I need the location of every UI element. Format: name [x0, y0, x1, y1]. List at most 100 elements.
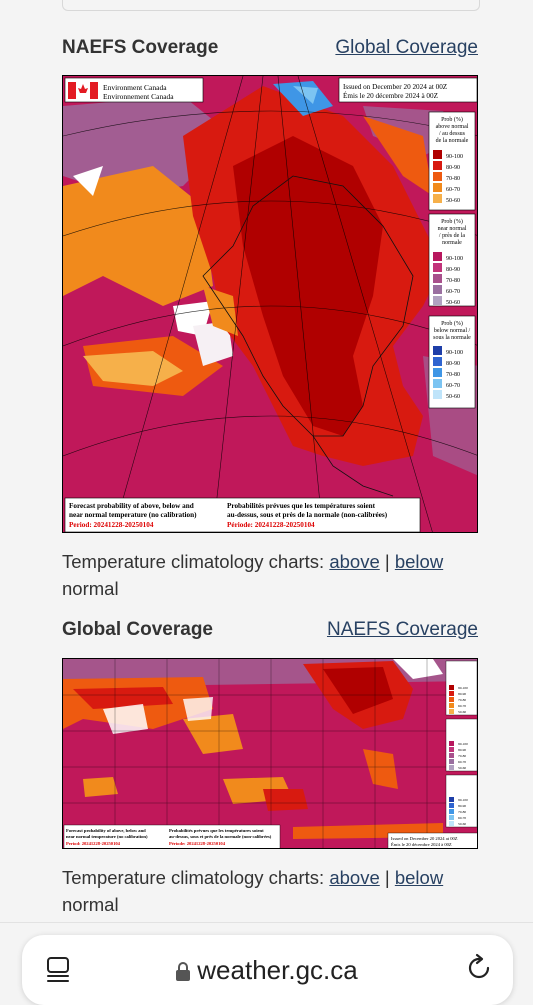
legend-above-title-3: / au dessus — [439, 131, 466, 137]
legend-above-range-label: 60-70 — [446, 187, 460, 193]
map-issued-en: Issued on December 20 2024 at 00Z — [343, 83, 447, 91]
reload-icon[interactable] — [463, 952, 495, 984]
legend-below: Prob (%) below normal / sous la normale … — [428, 315, 476, 409]
legend-near-title-4: normale — [442, 240, 462, 246]
global-footer-en-2: near normal temperature (no calibration) — [66, 834, 148, 839]
address-bar[interactable] — [22, 935, 513, 1005]
legend-below-swatch — [433, 390, 442, 399]
legend-above-title-1: Prob (%) — [441, 116, 463, 123]
map-issued-fr: Émis le 20 décembre 2024 à 00Z — [343, 90, 438, 100]
map-footer-fr-1: Probabilités prévues que les température… — [227, 502, 376, 510]
legend-below-title-3: sous la normale — [433, 335, 471, 341]
map-footer-en-1: Forecast probability of above, below and — [69, 502, 194, 510]
global-legend-near-range-label: 60-70 — [458, 760, 466, 764]
caption-prefix: Temperature climatology charts: — [62, 867, 325, 888]
caption-prefix: Temperature climatology charts: — [62, 551, 325, 572]
legend-below-swatch — [433, 368, 442, 377]
global-legend-above-range-label: 90-100 — [458, 686, 468, 690]
global-legend-near-swatch — [449, 747, 454, 752]
naefs-coverage-link[interactable]: NAEFS Coverage — [326, 619, 478, 640]
map-agency-en: Environment Canada — [103, 83, 167, 92]
legend-near-swatch — [433, 285, 442, 294]
global-legend-near-range-label: 50-60 — [458, 766, 466, 770]
legend-near-title-2: near normal — [438, 226, 467, 232]
global-issued-en: Issued on December 20 2024 at 00Z — [391, 836, 458, 841]
legend-near-range-label: 90-100 — [446, 256, 463, 262]
previous-section-card — [62, 0, 480, 11]
tabs-icon[interactable] — [44, 954, 74, 984]
legend-above: Prob (%) above normal / au dessus de la … — [428, 111, 476, 211]
naefs-forecast-map[interactable]: Environment Canada Environnement Canada … — [62, 75, 478, 533]
caption-suffix: normal — [62, 894, 119, 915]
legend-above-title-4: de la normale — [436, 138, 469, 144]
legend-above-swatch — [433, 194, 442, 203]
global-legend-below-range-label: 80-90 — [458, 804, 466, 808]
legend-above-range-label: 80-90 — [446, 165, 460, 171]
legend-near-swatch — [433, 263, 442, 272]
global-footer-fr-period: Période: 20241228-20250104 — [169, 841, 226, 846]
legend-near-swatch — [433, 274, 442, 283]
global-legend-below-swatch — [449, 821, 454, 826]
global-footer-fr-2: au-dessus, sous et près de la normale (n… — [169, 834, 272, 839]
legend-below-swatch — [433, 346, 442, 355]
global-legend-near-range-label: 70-80 — [458, 754, 466, 758]
below-normal-link[interactable]: below — [394, 867, 444, 888]
global-legend-below-swatch — [449, 815, 454, 820]
legend-below-title-1: Prob (%) — [441, 320, 463, 327]
global-legend-below-range-label: 90-100 — [458, 798, 468, 802]
legend-above-range-label: 70-80 — [446, 176, 460, 182]
caption-separator: | — [384, 551, 390, 572]
global-footer-en-period: Period: 20241228-20250104 — [66, 841, 121, 846]
legend-above-title-2: above normal — [436, 124, 469, 130]
global-forecast-map[interactable]: 90-100 80-90 70-80 60-70 50-60 90-100 80-90 70… — [62, 658, 478, 849]
global-caption: Temperature climatology charts: above | … — [62, 864, 482, 918]
naefs-section-header: NAEFS Coverage Global Coverage — [62, 34, 478, 62]
global-legend-below-swatch — [449, 809, 454, 814]
global-footer-en-1: Forecast probability of above, below and — [66, 828, 146, 833]
global-legend-above-range-label: 80-90 — [458, 692, 466, 696]
legend-above-swatch — [433, 161, 442, 170]
map-footer-en-2: near normal temperature (no calibration) — [69, 511, 197, 519]
global-issued-fr: Émis le 20 décembre 2024 à 00Z — [391, 842, 452, 847]
global-legend-above-range-label: 70-80 — [458, 698, 466, 702]
legend-below-range-label: 70-80 — [446, 372, 460, 378]
legend-above-range-label: 50-60 — [446, 198, 460, 204]
global-legend-near-swatch — [449, 753, 454, 758]
legend-near-range-label: 80-90 — [446, 267, 460, 273]
below-normal-link[interactable]: below — [394, 551, 444, 572]
caption-suffix: normal — [62, 578, 119, 599]
map-agency-fr: Environnement Canada — [103, 92, 174, 101]
global-coverage-link[interactable]: Global Coverage — [335, 37, 478, 58]
legend-near-swatch — [433, 252, 442, 261]
legend-near-range-label: 70-80 — [446, 278, 460, 284]
legend-above-swatch — [433, 172, 442, 181]
legend-near-range-label: 50-60 — [446, 300, 460, 306]
global-legend-below-swatch — [449, 803, 454, 808]
global-footer-fr-1: Probabilités prévues que les température… — [169, 828, 264, 833]
above-normal-link[interactable]: above — [329, 551, 380, 572]
global-legend-below-swatch — [449, 797, 454, 802]
global-section-title: Global Coverage — [62, 619, 213, 640]
legend-near-range-label: 60-70 — [446, 289, 460, 295]
legend-below-range-label: 60-70 — [446, 383, 460, 389]
global-legend-below-range-label: 60-70 — [458, 816, 466, 820]
legend-above-range-label: 90-100 — [446, 154, 463, 160]
map-footer-fr-period: Période: 20241228-20250104 — [227, 521, 315, 529]
global-section-header: Global Coverage NAEFS Coverage — [62, 616, 478, 644]
global-legend-above-swatch — [449, 685, 454, 690]
global-legend-near-range-label: 80-90 — [458, 748, 466, 752]
legend-below-range-label: 90-100 — [446, 350, 463, 356]
legend-above-swatch — [433, 150, 442, 159]
global-legend-below-range-label: 50-60 — [458, 822, 466, 826]
global-legend-above-swatch — [449, 691, 454, 696]
legend-below-title-2: below normal / — [434, 328, 471, 334]
global-legend-above-swatch — [449, 697, 454, 702]
global-legend-above-range-label: 60-70 — [458, 704, 466, 708]
global-legend-near-swatch — [449, 741, 454, 746]
legend-near-swatch — [433, 296, 442, 305]
above-normal-link[interactable]: above — [329, 867, 380, 888]
legend-near-title-3: / près de la — [439, 233, 465, 239]
global-legend-near-swatch — [449, 759, 454, 764]
caption-separator: | — [384, 867, 390, 888]
legend-below-range-label: 80-90 — [446, 361, 460, 367]
